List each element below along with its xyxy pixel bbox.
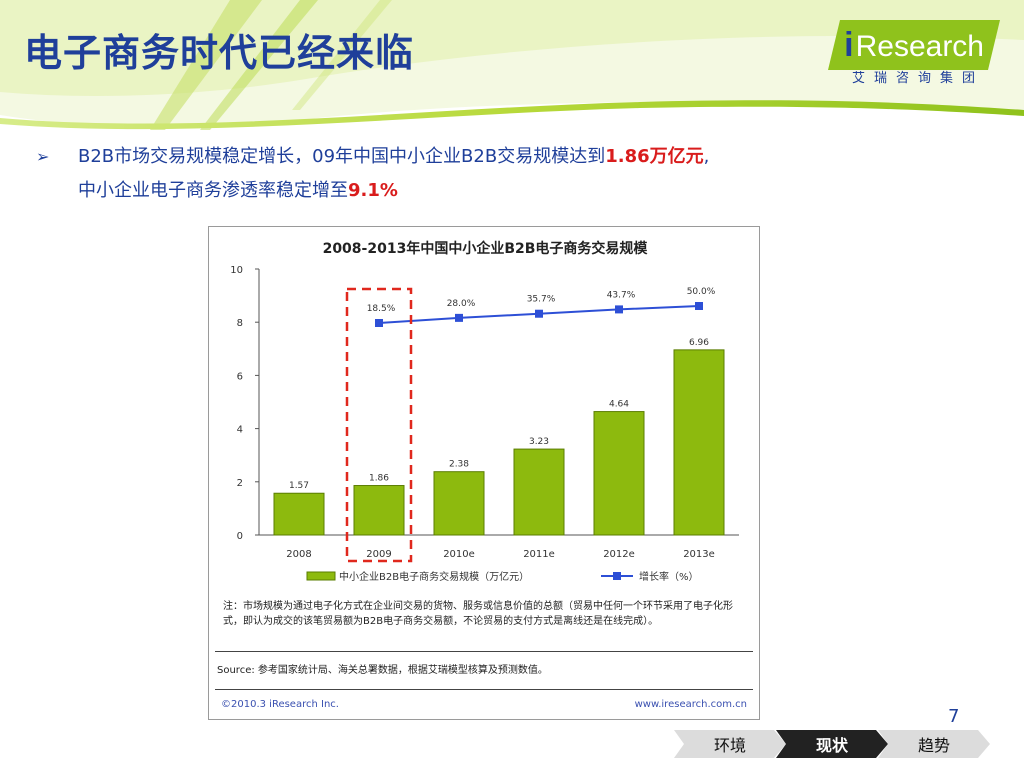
bar <box>433 471 485 536</box>
legend-line-label: 增长率（%） <box>639 570 699 583</box>
growth-value-label: 28.0% <box>447 299 476 309</box>
chart-note: 注：市场规模为通过电子化方式在企业间交易的货物、服务或信息价值的总额（贸易中任何… <box>223 601 733 627</box>
logo-subtitle: 艾瑞咨询集团 <box>851 71 984 86</box>
nav-tab-status[interactable]: 现状 <box>776 730 888 758</box>
page-number: 7 <box>948 706 960 727</box>
bar <box>353 485 405 536</box>
growth-value-label: 18.5% <box>367 304 396 314</box>
bar-value-label: 4.64 <box>609 400 629 410</box>
divider <box>215 651 753 652</box>
growth-value-label: 35.7% <box>527 295 556 305</box>
growth-point <box>615 305 623 314</box>
legend-bar-swatch <box>306 571 336 581</box>
bar <box>273 492 325 536</box>
logo-wordmark: i Research <box>844 26 984 65</box>
growth-point <box>695 302 703 310</box>
iresearch-logo: i Research 艾瑞咨询集团 <box>844 26 984 86</box>
y-tick-label: 2 <box>237 478 243 489</box>
x-tick-label: 2013e <box>683 549 715 560</box>
copyright-text: ©2010.3 iResearch Inc. <box>221 699 339 710</box>
site-link[interactable]: www.iresearch.com.cn <box>634 699 747 710</box>
chart-source: Source: 参考国家统计局、海关总署数据，根据艾瑞模型核算及预测数值。 <box>217 665 548 676</box>
nav-tab-shape-icon <box>878 730 990 758</box>
x-tick-label: 2011e <box>523 549 555 560</box>
bar <box>593 411 645 536</box>
arrow-bullet-icon: ➢ <box>36 147 50 166</box>
legend-line-marker <box>613 572 621 580</box>
highlight-value-2: 9.1% <box>348 180 398 201</box>
nav-tab-label: 趋势 <box>917 736 950 755</box>
bar-value-label: 1.86 <box>369 474 389 484</box>
bar <box>673 349 725 536</box>
highlight-value-1: 1.86万亿元 <box>605 146 704 167</box>
header-wave-decoration <box>0 0 1024 130</box>
nav-tab-label: 环境 <box>713 736 746 755</box>
legend-bar-label: 中小企业B2B电子商务交易规模（万亿元） <box>339 570 529 583</box>
y-tick-label: 4 <box>237 425 243 436</box>
divider <box>215 689 753 690</box>
bar-value-label: 2.38 <box>449 460 469 470</box>
chart-title: 2008-2013年中国中小企业B2B电子商务交易规模 <box>323 240 649 257</box>
bullet-text-2: 中小企业电子商务渗透率稳定增至 <box>78 180 348 201</box>
highlight-box <box>345 287 413 563</box>
x-tick-label: 2010e <box>443 549 475 560</box>
logo-i: i <box>844 26 854 64</box>
y-tick-label: 0 <box>237 531 243 542</box>
x-tick-label: 2008 <box>286 549 311 560</box>
chart-panel: 2008-2013年中国中小企业B2B电子商务交易规模 0 2 4 6 8 10 1.57 20… <box>208 226 760 720</box>
nav-tab-label: 现状 <box>815 736 848 755</box>
bar-value-label: 1.57 <box>289 481 309 491</box>
nav-tab-shape-icon <box>776 730 888 758</box>
nav-tab-environment[interactable]: 环境 <box>674 730 786 758</box>
y-tick-label: 10 <box>230 265 243 276</box>
growth-value-label: 43.7% <box>607 290 636 300</box>
bullet-line-1: ➢ B2B市场交易规模稳定增长，09年中国中小企业B2B交易规模达到1.86万亿元… <box>36 140 986 174</box>
chart-canvas: 2008-2013年中国中小企业B2B电子商务交易规模 0 2 4 6 8 10 1.57 20… <box>230 240 739 583</box>
nav-tab-trend[interactable]: 趋势 <box>878 730 990 758</box>
growth-value-label: 50.0% <box>687 287 716 297</box>
y-tick-label: 8 <box>237 318 243 329</box>
bullet-text-1: B2B市场交易规模稳定增长，09年中国中小企业B2B交易规模达到 <box>78 146 606 167</box>
bar <box>513 448 565 536</box>
growth-point <box>455 313 463 322</box>
nav-tab-shape-icon <box>674 730 786 758</box>
x-tick-label: 2009 <box>366 549 391 560</box>
bullet-line-2: 中小企业电子商务渗透率稳定增至9.1% <box>36 174 986 208</box>
growth-point <box>535 309 543 318</box>
logo-word: Research <box>855 30 984 63</box>
bar-value-label: 3.23 <box>529 437 549 447</box>
growth-point <box>375 319 383 327</box>
bullet-block: ➢ B2B市场交易规模稳定增长，09年中国中小企业B2B交易规模达到1.86万亿元… <box>36 140 986 208</box>
x-tick-label: 2012e <box>603 549 635 560</box>
bullet-end-1: , <box>703 146 710 167</box>
bar-value-label: 6.96 <box>689 338 709 348</box>
page-title: 电子商务时代已经来临 <box>24 31 415 75</box>
y-tick-label: 6 <box>237 371 243 382</box>
